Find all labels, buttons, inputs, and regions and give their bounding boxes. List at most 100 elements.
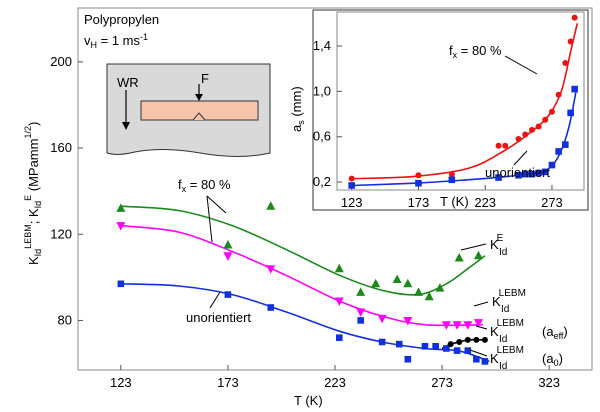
ylabel-part: ; K xyxy=(26,208,41,224)
black-label-leader xyxy=(475,325,488,330)
inset-fx-leader xyxy=(504,55,538,75)
inset-fx-f: f xyxy=(449,43,453,58)
inset-point-0 xyxy=(528,126,535,133)
ylabel-part: LEBM xyxy=(23,224,33,249)
inset-y-axis-label: as (mm) xyxy=(289,86,306,132)
inset-xtick-label: 173 xyxy=(408,195,430,210)
main-point-2 xyxy=(404,355,412,363)
main-xtick-label: 123 xyxy=(110,375,132,390)
inset-point-0 xyxy=(535,123,542,130)
fx-f: f xyxy=(178,177,182,192)
inset-unorientiert-leader xyxy=(513,150,528,166)
chart-title: Polypropylen xyxy=(84,12,159,27)
inset-point-0 xyxy=(348,175,355,182)
schematic-f-arrowhead xyxy=(195,94,203,101)
inset-point-1 xyxy=(521,170,529,178)
black-close: ) xyxy=(563,324,567,339)
ylabel-part: 1/2 xyxy=(23,126,33,139)
main-point-0 xyxy=(266,201,276,210)
inset-point-1 xyxy=(515,171,522,179)
main-point-0 xyxy=(435,283,445,292)
blue-close: ) xyxy=(559,351,563,366)
main-point-1 xyxy=(452,321,462,330)
chart-subtitle: vH = 1 ms-1 xyxy=(84,32,148,50)
magenta-k: K xyxy=(492,294,501,309)
x-axis-label: T (K) xyxy=(294,393,323,408)
fx-leader-green xyxy=(206,195,227,214)
main-point-1 xyxy=(334,297,344,307)
main-point-2 xyxy=(117,280,125,288)
inset-point-0 xyxy=(542,116,549,123)
inset-point-1 xyxy=(571,85,578,93)
inset-ytick-label: 1,4 xyxy=(313,38,331,53)
black-tail-sub: eff xyxy=(554,331,564,341)
inset-xtick-label: 223 xyxy=(474,195,496,210)
subtitle-h: H xyxy=(91,40,98,50)
inset-axis-ticks: 123 173 223 273 0,2 0,6 1,0 1,4 xyxy=(313,38,563,210)
inset-point-0 xyxy=(448,171,455,178)
main-point-0 xyxy=(392,274,402,283)
main-point-3 xyxy=(473,336,480,343)
inset-fx-tail: = 80 % xyxy=(457,43,502,58)
green-sup: E xyxy=(497,233,504,244)
unorientiert-leader xyxy=(209,291,221,309)
y-axis-label: KIdLEBM; KIdE (MPamm1/2) xyxy=(23,122,43,265)
main-point-0 xyxy=(223,240,233,249)
green-series-label: KE Id xyxy=(490,233,507,258)
main-data-markers xyxy=(116,201,489,365)
inset-ytick-label: 0,2 xyxy=(313,174,331,189)
main-fit-line-0 xyxy=(120,205,486,296)
magenta-sub: Id xyxy=(501,304,509,315)
green-label-leader xyxy=(460,243,487,251)
main-point-0 xyxy=(116,203,126,212)
black-k: K xyxy=(490,324,499,339)
inset-point-0 xyxy=(515,135,522,142)
inset-point-0 xyxy=(548,108,555,115)
inset-point-1 xyxy=(567,109,574,117)
schematic-wr-label: WR xyxy=(117,75,139,90)
inset-ytick-label: 0,6 xyxy=(313,129,331,144)
inset-fx-label: fx = 80 % xyxy=(449,43,502,60)
inset-point-1 xyxy=(495,174,502,181)
main-point-1 xyxy=(473,319,483,328)
unorientiert-label: unorientiert xyxy=(186,310,251,325)
inset-point-0 xyxy=(502,142,509,149)
ylabel-part: (MPamm xyxy=(26,139,41,195)
specimen-schematic: WR F xyxy=(106,63,271,157)
inset-point-1 xyxy=(562,141,569,148)
main-point-2 xyxy=(464,347,472,354)
ylabel-part: E xyxy=(23,195,33,201)
main-point-0 xyxy=(356,287,366,296)
inset-point-0 xyxy=(562,60,569,67)
magenta-sup: LEBM xyxy=(499,288,526,299)
ylabel-part: K xyxy=(26,256,41,265)
main-point-3 xyxy=(447,341,454,348)
inset-point-0 xyxy=(522,131,529,138)
main-point-0 xyxy=(334,263,344,273)
main-axis-ticks: 123 173 223 273 323 80 120 160 200 xyxy=(50,54,560,390)
main-point-1 xyxy=(116,222,126,231)
fx-leader-magenta xyxy=(206,195,213,243)
blue-tail: (a xyxy=(542,351,554,366)
main-xtick-label: 173 xyxy=(217,375,239,390)
black-sup: LEBM xyxy=(497,318,524,329)
ylabel-part: Id xyxy=(33,201,43,209)
main-point-0 xyxy=(454,252,464,262)
main-point-3 xyxy=(481,336,488,343)
inset-point-1 xyxy=(528,170,536,178)
magenta-label-leader xyxy=(473,301,489,307)
inset-point-0 xyxy=(567,38,574,45)
blue-series-label: KLEBM Id (a0) xyxy=(490,345,563,372)
inset-point-0 xyxy=(555,91,562,98)
main-fit-line-1 xyxy=(120,224,483,327)
blue-sub: Id xyxy=(499,361,507,372)
inset-xtick-label: 273 xyxy=(541,195,563,210)
blue-k: K xyxy=(490,351,499,366)
main-point-2 xyxy=(224,291,232,298)
fx-tail: = 80 % xyxy=(186,177,231,192)
inset-point-1 xyxy=(548,161,556,169)
ylabel-part: (mm) xyxy=(289,86,304,120)
subtitle-sup: -1 xyxy=(140,32,148,42)
blue-sup: LEBM xyxy=(497,345,524,356)
